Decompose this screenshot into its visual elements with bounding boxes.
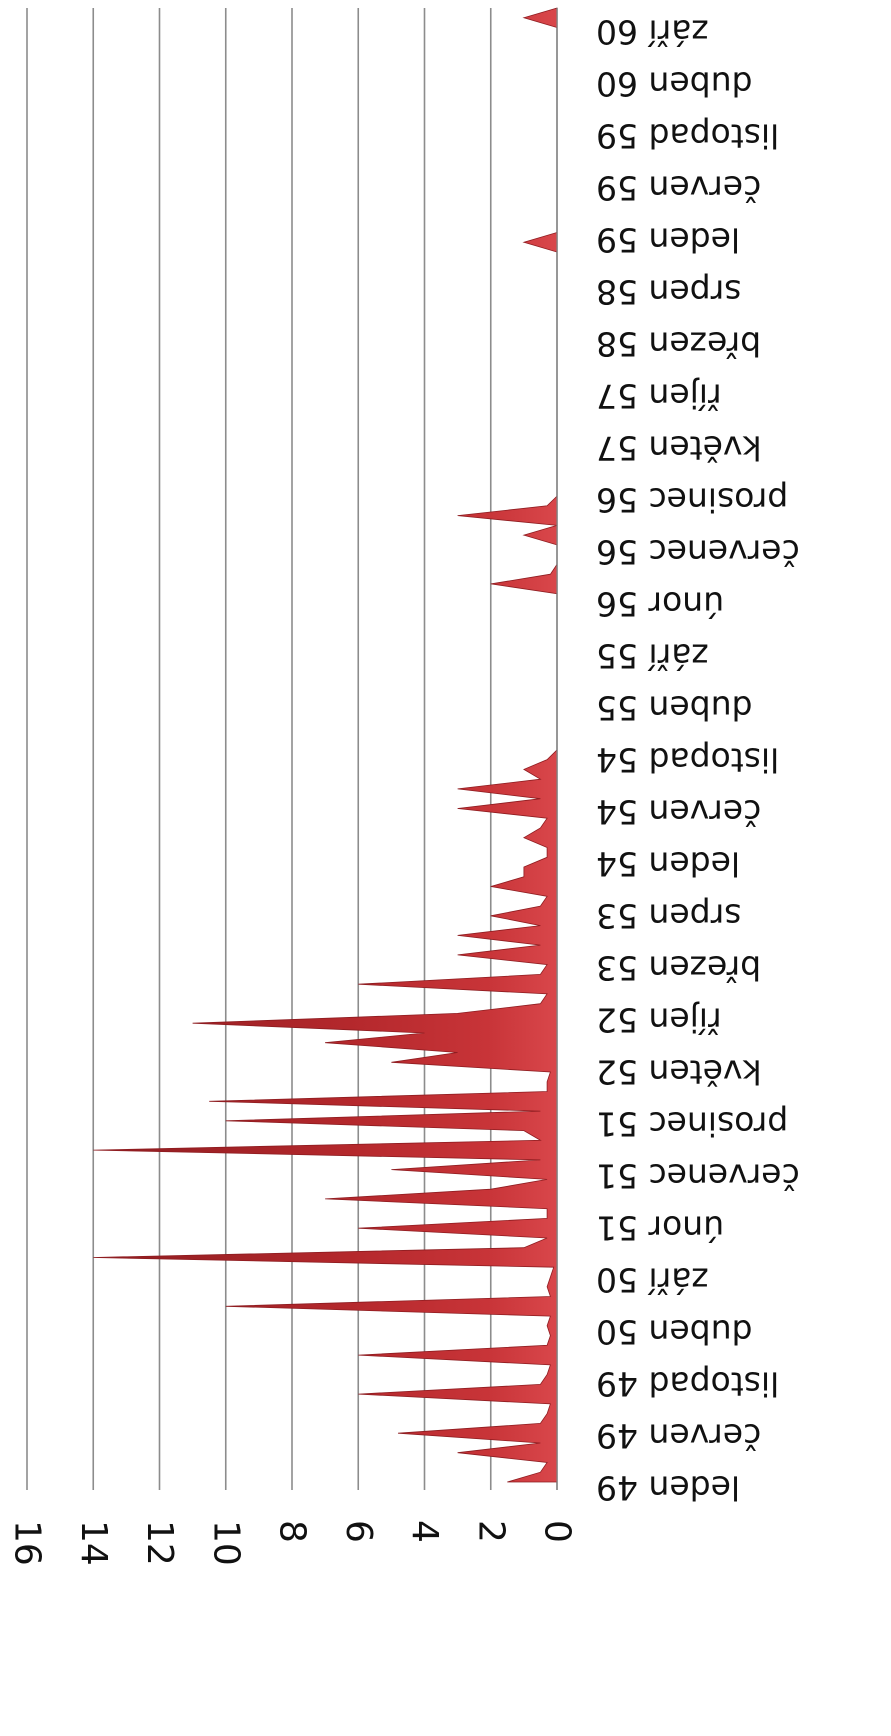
data-area (93, 7, 558, 1483)
category-tick-label: leden 49 (596, 1469, 740, 1508)
category-tick-label: březen 53 (596, 949, 761, 988)
value-tick-label: 8 (272, 1520, 313, 1543)
category-tick-label: listopad 54 (596, 741, 779, 780)
category-tick-label: listopad 49 (596, 1365, 779, 1404)
value-tick-label: 6 (338, 1520, 379, 1543)
category-tick-label: květen 52 (596, 1053, 762, 1092)
value-tick-label: 10 (205, 1520, 246, 1566)
category-tick-label: červenec 56 (596, 533, 800, 572)
category-tick-label: září 55 (596, 637, 709, 676)
category-tick-label: duben 60 (596, 65, 753, 104)
category-tick-label: říjen 52 (596, 1001, 722, 1040)
category-tick-label: leden 59 (596, 221, 740, 260)
category-tick-label: únor 51 (596, 1209, 724, 1248)
category-tick-label: prosinec 51 (596, 1105, 788, 1144)
value-tick-label: 12 (139, 1520, 180, 1566)
category-tick-label: srpen 58 (596, 273, 741, 312)
value-tick-label: 4 (404, 1520, 445, 1543)
category-tick-label: červen 49 (596, 1417, 761, 1456)
category-tick-label: prosinec 56 (596, 481, 788, 520)
value-tick-label: 2 (470, 1520, 511, 1543)
category-tick-label: březen 58 (596, 325, 761, 364)
category-tick-labels: leden 49 červen 49 listopad 49 duben 50 září… (596, 13, 800, 1508)
gridlines (26, 8, 558, 1490)
value-tick-label: 16 (7, 1520, 48, 1566)
category-tick-label: únor 56 (596, 585, 724, 624)
category-tick-label: září 50 (596, 1261, 709, 1300)
category-tick-label: listopad 59 (596, 117, 779, 156)
category-tick-label: září 60 (596, 13, 709, 52)
category-tick-label: červen 59 (596, 169, 761, 208)
category-tick-label: květen 57 (596, 429, 762, 468)
category-tick-label: leden 54 (596, 845, 740, 884)
value-tick-label: 14 (73, 1520, 114, 1566)
value-tick-labels: 0 2 4 6 8 10 12 14 16 (7, 1520, 578, 1566)
category-tick-label: duben 50 (596, 1313, 753, 1352)
category-tick-label: červenec 51 (596, 1157, 800, 1196)
category-tick-label: srpen 53 (596, 897, 741, 936)
category-tick-label: říjen 57 (596, 377, 722, 416)
category-tick-label: duben 55 (596, 689, 753, 728)
value-tick-label: 0 (537, 1520, 578, 1543)
category-tick-label: červen 54 (596, 793, 761, 832)
area-series (93, 7, 558, 1483)
